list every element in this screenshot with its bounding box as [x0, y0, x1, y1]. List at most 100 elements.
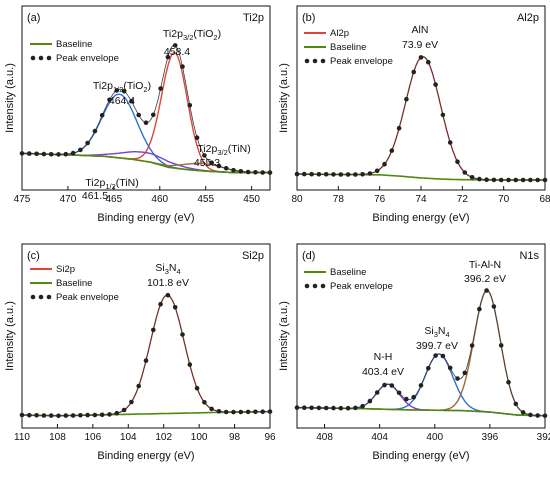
annotation-d3-value: 403.4 eV: [362, 366, 404, 378]
panel-b-envelope-dot: [323, 172, 329, 177]
panel-b-x-tick-label: 80: [291, 194, 303, 205]
panel-b-envelope-dot: [302, 171, 307, 177]
panel-c-envelope-dot: [27, 412, 32, 418]
panel-c-envelope-dot: [209, 406, 214, 412]
panel-d-envelope-dot: [338, 405, 344, 411]
panel-a-legend-baseline-label: Baseline: [56, 39, 92, 50]
panel-a-envelope-dot: [114, 88, 120, 93]
panel-b-envelope-dot: [447, 140, 453, 145]
panel-d-x-tick-label: 408: [316, 432, 333, 443]
panel-c-envelope-line: [21, 294, 270, 417]
panel-c-envelope-dot: [245, 409, 251, 415]
panel-c-envelope-dot: [260, 409, 266, 415]
panel-a-envelope-dot: [143, 120, 149, 125]
panel-c-x-tick-label: 106: [85, 432, 102, 443]
panel-c-envelope-dot: [107, 412, 112, 417]
panel-d-envelope-dot: [528, 412, 533, 418]
panel-c-envelope-dot: [19, 412, 25, 418]
panel-a-envelope-dot: [70, 150, 76, 156]
panel-d-legend-baseline-label: Baseline: [330, 267, 366, 278]
panel-d-envelope-dot: [302, 405, 307, 411]
panel-d-letter: (d): [302, 250, 315, 262]
panel-a-envelope-dot: [165, 54, 171, 60]
panel-b-envelope-dot: [440, 112, 446, 118]
panel-b-envelope-dot: [520, 177, 526, 183]
panel-b-envelope-dot: [309, 171, 314, 177]
panel-a-envelope-dot: [231, 167, 236, 173]
panel-c-legend-envelope-dot: [30, 294, 36, 300]
panel-d-envelope-line: [296, 289, 546, 417]
annotation-c1-label: Si3N4: [155, 262, 180, 276]
panel-c-envelope-dot: [267, 409, 273, 414]
panel-b-envelope-dot: [469, 175, 475, 180]
panel-c-legend-envelope-label: Peak envelope: [56, 292, 119, 303]
panel-c-x-tick-label: 104: [120, 432, 137, 443]
panel-a-envelope-dot: [27, 151, 32, 156]
panel-b-envelope-dot: [316, 172, 322, 177]
panel-b-envelope-dot: [338, 172, 344, 177]
panel-a-frame: [21, 5, 271, 191]
panel-b-envelope-line: [297, 56, 545, 181]
panel-d-legend-envelope-dot: [320, 283, 326, 289]
annotation-a4-value: 461.5: [82, 190, 108, 202]
panel-b-envelope-dot: [484, 177, 489, 182]
panel-d-envelope-dot: [367, 398, 373, 404]
panel-b-envelope-dot: [528, 177, 533, 183]
panel-a-envelope-dot: [56, 152, 61, 157]
panel-c-envelope-dot: [238, 409, 244, 415]
panel-a-envelope-dot: [63, 151, 69, 157]
panel-b-envelope-dot: [411, 69, 417, 75]
panel-c-x-tick-label: 96: [264, 432, 276, 443]
panel-c-envelope-dot: [202, 400, 207, 405]
panel-b-envelope-dot: [455, 159, 460, 164]
panel-a-envelope-dot: [187, 103, 193, 108]
panel-a-envelope-dot: [78, 147, 83, 153]
panel-b-envelope-dot: [353, 172, 358, 177]
panel-a-x-tick-label: 460: [151, 194, 168, 205]
panel-a-envelope-dot: [172, 43, 178, 48]
annotation-d2-label: Si3N4: [424, 325, 449, 339]
panel-d-envelope-dot: [374, 390, 380, 395]
panel-c-envelope-dot: [158, 301, 163, 307]
panel-d-legend-envelope-dot: [304, 283, 310, 289]
panel-b-envelope-dot: [513, 177, 519, 183]
panel-b-envelope-dot: [433, 82, 438, 87]
panel-a-envelope-dot: [107, 97, 112, 103]
panel-a-x-tick-label: 465: [106, 194, 123, 205]
panel-c: 110 108 106 104 102 100 98 96 (c) Si2p Binding …: [4, 243, 276, 462]
panel-c-envelope-dot: [48, 413, 54, 418]
panel-d-envelope-dot: [345, 405, 351, 411]
panel-b-envelope-dot: [396, 125, 402, 131]
panel-d-peak-brown: [296, 289, 546, 417]
annotation-c1-value: 101.8 eV: [147, 277, 189, 289]
panel-d-x-tick-label: 400: [426, 432, 443, 443]
panel-a-x-tick-label: 450: [243, 194, 260, 205]
panel-c-y-axis-title: Intensity (a.u.): [4, 301, 16, 371]
panel-c-envelope-dot: [187, 362, 193, 367]
panel-b-x-tick-label: 72: [457, 194, 469, 205]
panel-d-x-tick-label: 396: [482, 432, 499, 443]
annotation-b1-value: 73.9 eV: [402, 39, 438, 51]
panel-b-legend-envelope-dot: [320, 58, 326, 64]
panel-c-letter: (c): [27, 250, 40, 262]
panel-b-x-tick-label: 76: [374, 194, 386, 205]
panel-d-envelope-dot: [535, 413, 540, 418]
panel-c-envelope-dot: [56, 413, 61, 419]
panel-b: 80 78 76 74 72 70 68 (b) Al2p Binding energy (…: [278, 5, 550, 224]
panel-c-legend-envelope-dot: [38, 294, 44, 300]
panel-c-x-tick-label: 108: [49, 432, 66, 443]
panel-a-envelope-dot: [260, 170, 266, 175]
panel-c-envelope-dot: [85, 412, 90, 418]
annotation-b1-label: AlN: [412, 24, 429, 36]
panel-c-envelope-dot: [121, 407, 127, 413]
panel-d-envelope-dot: [309, 405, 314, 411]
panel-c-envelope-dot: [151, 327, 156, 333]
panel-d-envelope-dot: [484, 288, 489, 293]
panel-d-envelope-dot: [455, 376, 460, 381]
panel-d-envelope-dot: [396, 390, 402, 396]
panel-a-envelope-dot: [253, 170, 258, 175]
panel-c-envelope-dot: [78, 413, 83, 418]
panel-d-envelope-dot: [360, 403, 365, 409]
annotation-a2-label: Ti2p1/2(TiO2): [93, 80, 151, 94]
